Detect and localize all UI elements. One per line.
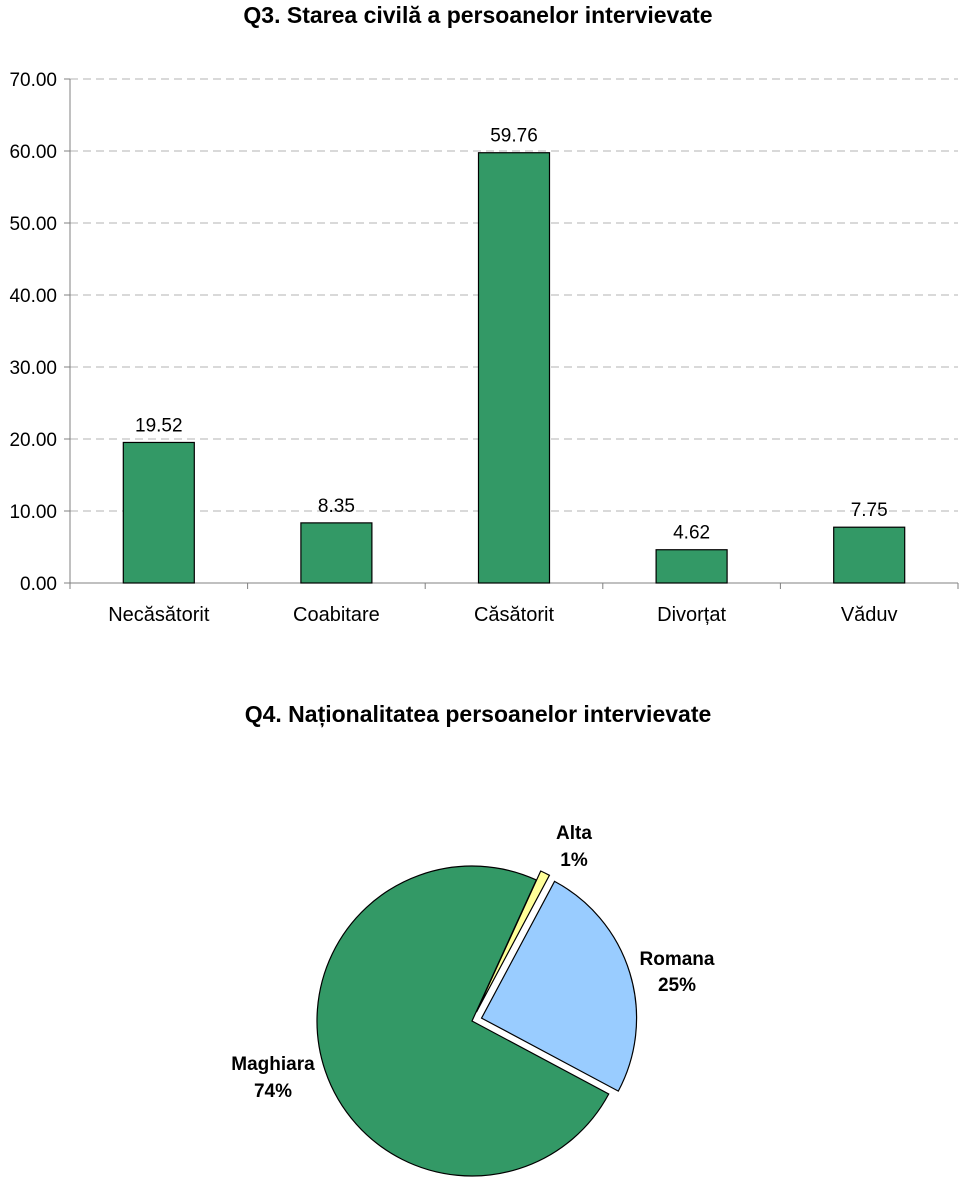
y-tick-label: 50.00 <box>9 214 57 235</box>
pie-slice-label: Maghiara <box>231 1054 315 1075</box>
bar <box>833 526 906 584</box>
bar <box>300 522 373 584</box>
bar <box>122 441 195 584</box>
pie-slice <box>480 880 638 1092</box>
y-tick-label: 0.00 <box>20 574 57 595</box>
bar-data-label: 7.75 <box>851 500 888 521</box>
pie-chart-labels: Alta 1% Romana 25% Maghiara 74% <box>231 823 715 1102</box>
category-label: Căsătorit <box>474 604 554 626</box>
y-tick-label: 10.00 <box>9 502 57 523</box>
pie-chart-slices <box>316 865 638 1177</box>
bar-data-label: 8.35 <box>318 496 355 517</box>
pie-slice-percent: 74% <box>254 1081 292 1102</box>
y-tick-label: 20.00 <box>9 430 57 451</box>
pie-slice <box>316 865 610 1177</box>
pie-chart-title: Q4. Naționalitatea persoanelor interviev… <box>245 701 712 728</box>
category-label: Văduv <box>841 604 898 626</box>
y-tick-label: 70.00 <box>9 70 57 91</box>
pie-slice-label: Alta <box>556 823 592 844</box>
bar-chart-data-labels: 19.52 8.35 59.76 4.62 7.75 <box>135 126 888 544</box>
bar-chart-category-labels: Necăsătorit Coabitare Căsătorit Divorțat Văd… <box>108 604 897 626</box>
bar-data-label: 19.52 <box>135 415 183 436</box>
category-label: Coabitare <box>293 604 380 626</box>
bar <box>477 152 551 584</box>
pie-slice-label: Romana <box>640 949 715 970</box>
bar-data-label: 4.62 <box>673 523 710 544</box>
pie-slice-percent: 25% <box>658 975 696 996</box>
bar-chart-y-ticks: 0.00 10.00 20.00 30.00 40.00 50.00 60.00 70.00 <box>9 70 57 595</box>
bar-chart-title: Q3. Starea civilă a persoanelor intervie… <box>243 2 712 28</box>
bar <box>655 549 728 584</box>
y-tick-label: 40.00 <box>9 286 57 307</box>
pie-slice-percent: 1% <box>560 850 588 871</box>
pie-slice <box>475 870 551 1013</box>
y-tick-label: 30.00 <box>9 358 57 379</box>
category-label: Necăsătorit <box>108 604 210 626</box>
bar-chart-bars <box>122 152 906 584</box>
category-label: Divorțat <box>657 604 726 626</box>
bar-chart: Q3. Starea civilă a persoanelor intervie… <box>9 2 959 626</box>
bar-data-label: 59.76 <box>490 126 538 147</box>
y-tick-label: 60.00 <box>9 142 57 163</box>
pie-chart: Q4. Naționalitatea persoanelor interviev… <box>231 701 715 1177</box>
